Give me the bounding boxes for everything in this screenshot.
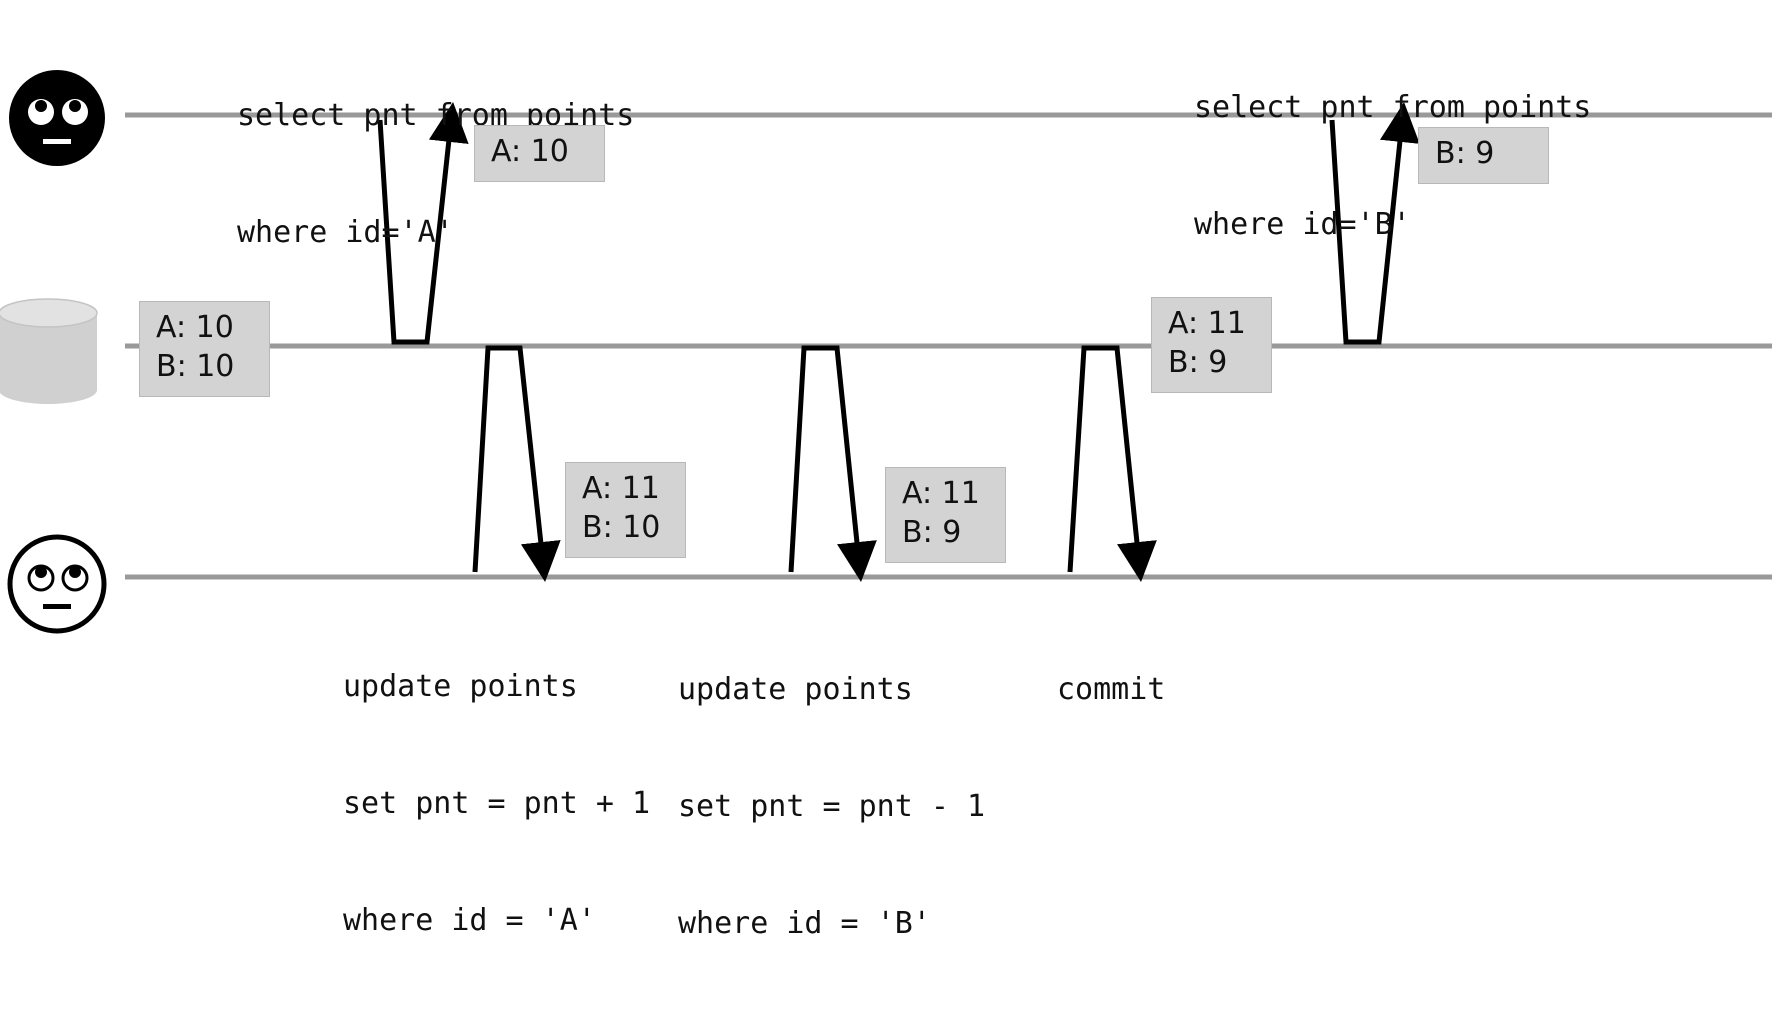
query-line: where id = 'A' [343, 903, 596, 938]
db-state-box-initial: A: 10 B: 10 [139, 301, 270, 397]
query-line: where id='B' [1194, 207, 1411, 242]
result-box-read-a: A: 10 [474, 125, 605, 182]
eye-roll-face-white-icon [7, 534, 107, 634]
db-value-a: A: 11 [1168, 306, 1246, 341]
result-value: B: 9 [1435, 136, 1495, 171]
arrow-update-b [788, 345, 877, 582]
db-state-box-committed: A: 11 B: 9 [1151, 297, 1272, 393]
transaction-sequence-diagram: select pnt from points where id='A' sele… [0, 10, 1772, 941]
tx-value-b: B: 9 [902, 515, 962, 550]
tx-value-b: B: 10 [582, 510, 661, 545]
db-value-a: A: 10 [156, 310, 234, 345]
query-line: where id = 'B' [678, 906, 931, 941]
arrow-select-a [377, 102, 469, 345]
query-line: select pnt from points [1194, 90, 1592, 125]
result-value: A: 10 [491, 134, 569, 169]
db-value-b: B: 9 [1168, 345, 1228, 380]
arrow-select-b [1329, 102, 1420, 345]
query-line: commit [1057, 672, 1166, 707]
tx-state-box-after-update-b: A: 11 B: 9 [885, 467, 1006, 563]
diagram-canvas [0, 70, 1772, 634]
query-line: set pnt = pnt + 1 [343, 786, 651, 821]
query-line: update points [343, 669, 578, 704]
eye-roll-face-black-icon [9, 70, 105, 166]
query-update-b: update points set pnt = pnt - 1 where id… [678, 592, 985, 1021]
database-cylinder-icon [0, 298, 98, 404]
query-update-a: update points set pnt = pnt + 1 where id… [343, 589, 650, 1018]
db-value-b: B: 10 [156, 349, 235, 384]
arrow-update-a [472, 345, 561, 582]
query-line: update points [678, 672, 913, 707]
query-line: set pnt = pnt - 1 [678, 789, 986, 824]
query-commit: commit [1057, 592, 1165, 787]
tx-value-a: A: 11 [902, 476, 980, 511]
query-line: where id='A' [237, 215, 454, 250]
result-box-read-b: B: 9 [1418, 127, 1549, 184]
tx-value-a: A: 11 [582, 471, 660, 506]
arrow-commit [1067, 345, 1157, 582]
tx-state-box-after-update-a: A: 11 B: 10 [565, 462, 686, 558]
query-select-b: select pnt from points where id='B' [1194, 10, 1591, 322]
